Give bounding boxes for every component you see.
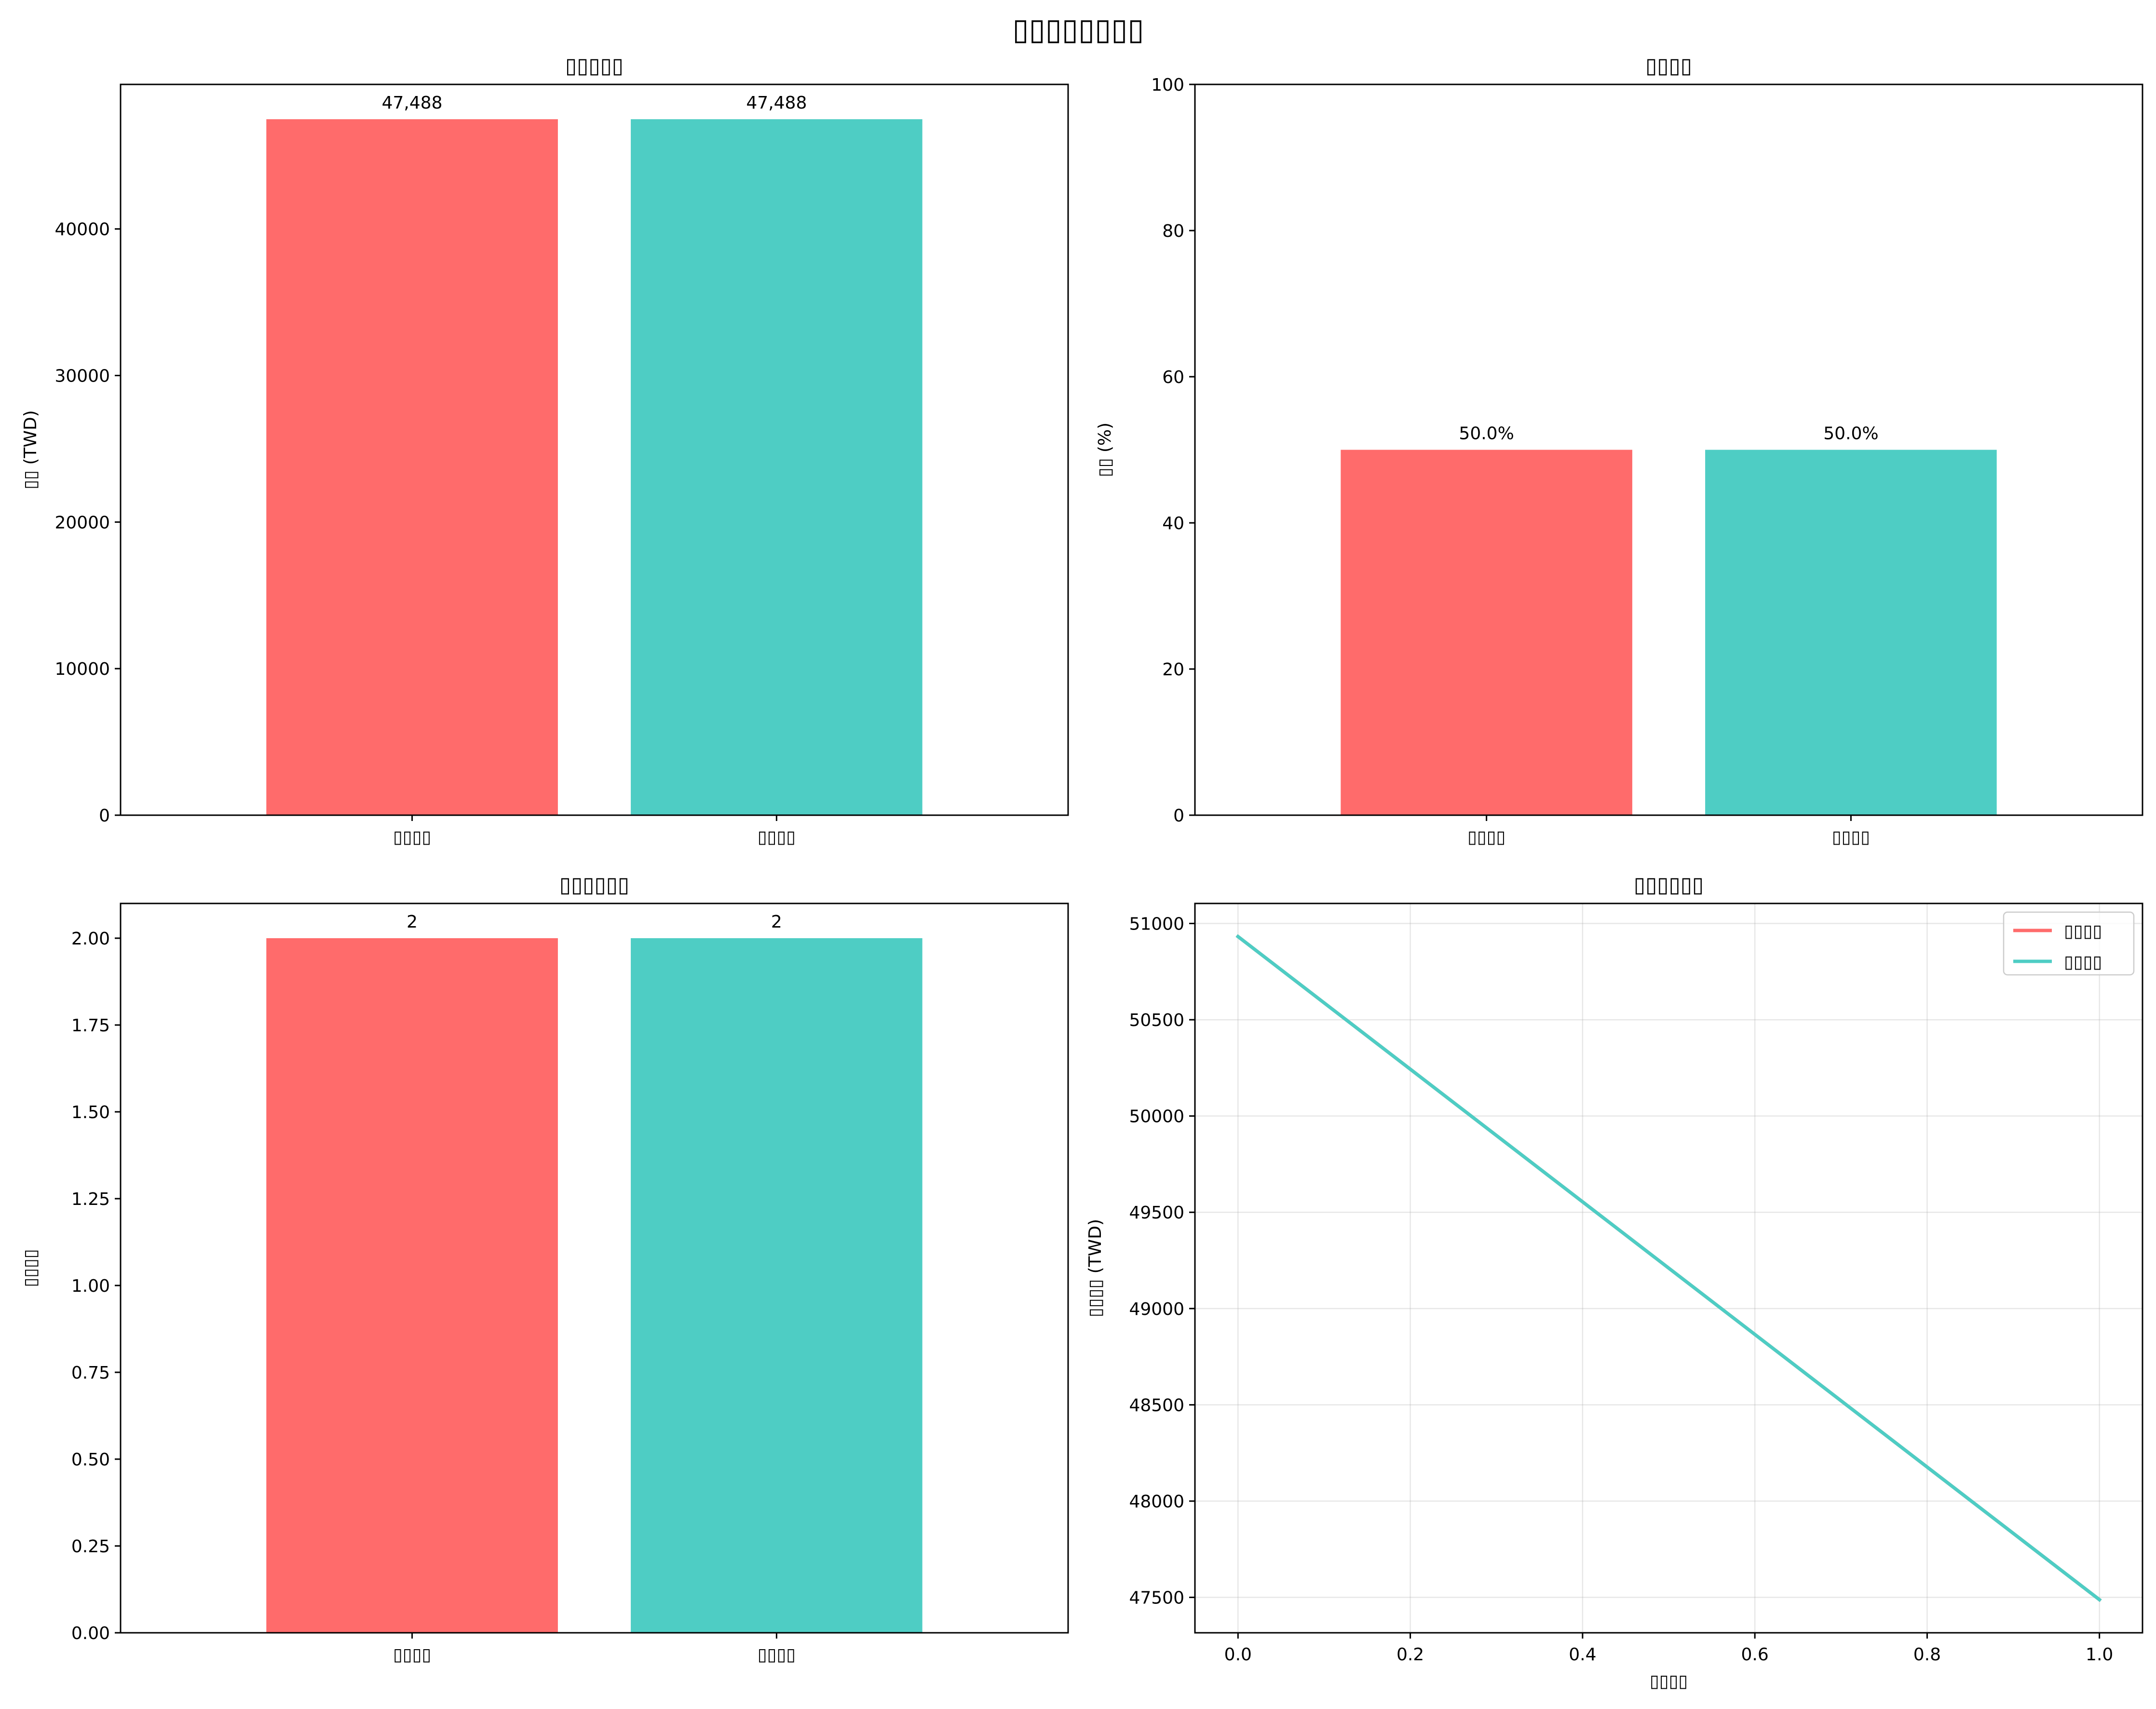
chart-4-title: ▯▯▯▯▯▯	[1634, 873, 1704, 897]
y-tick-label: 48000	[1129, 1492, 1184, 1512]
chart-2: ▯▯▯▯ 0 20 40 60 80 100 ▯▯ (%) 50.0% ▯▯▯▯ 50.0% ▯▯▯▯	[1095, 54, 2143, 847]
x-tick-label: ▯▯▯▯	[758, 1645, 796, 1665]
legend: ▯▯▯▯ ▯▯▯▯	[2003, 911, 2135, 976]
bar-value-label: 50.0%	[1459, 424, 1514, 444]
y-tick-label: 60	[1162, 368, 1184, 387]
x-tick-label: ▯▯▯▯	[758, 827, 796, 847]
y-tick-label: 40000	[54, 220, 110, 240]
bar-2	[1705, 450, 1997, 815]
bar-1	[1341, 450, 1632, 815]
y-tick-label: 1.00	[71, 1276, 110, 1296]
y-axis-label: ▯▯▯▯	[21, 1249, 41, 1287]
bar-1	[266, 938, 558, 1633]
series-line-2	[1235, 934, 2102, 1602]
y-tick-label: 1.50	[71, 1103, 110, 1122]
y-tick-label: 0.25	[71, 1537, 110, 1557]
x-tick-label: ▯▯▯▯	[393, 1645, 431, 1665]
y-tick-label: 20	[1162, 660, 1184, 680]
y-tick-label: 40	[1162, 514, 1184, 533]
x-tick-label: 0.2	[1397, 1645, 1424, 1665]
x-tick-label: 0.8	[1913, 1645, 1941, 1665]
bar-value-label: 47,488	[746, 93, 807, 113]
bar-value-label: 50.0%	[1823, 424, 1878, 444]
x-axis-label: ▯▯▯▯	[1650, 1671, 1688, 1691]
x-tick-label: 1.0	[2086, 1645, 2113, 1665]
y-axis-label: ▯▯ (%)	[1095, 423, 1115, 477]
y-tick-label: 50000	[1129, 1107, 1184, 1127]
y-tick-label: 20000	[54, 513, 110, 533]
y-tick-label: 49000	[1129, 1299, 1184, 1319]
legend-box	[2003, 911, 2135, 976]
y-tick-label: 80	[1162, 221, 1184, 241]
x-tick-label: 0.4	[1569, 1645, 1596, 1665]
y-tick-label: 51000	[1129, 915, 1184, 934]
chart-1: ▯▯▯▯▯ 0 10000 20000 30000 40000 ▯▯ (TWD) 47,488…	[21, 54, 1069, 847]
bar-2	[631, 938, 922, 1633]
x-tick-label: 0.0	[1224, 1645, 1252, 1665]
x-tick-label: ▯▯▯▯	[1832, 827, 1870, 847]
x-tick-label: ▯▯▯▯	[393, 827, 431, 847]
chart-4: ▯▯▯▯▯▯ 47500 48000 48500 49000 49500 50000 5050…	[1085, 873, 2143, 1691]
legend-label: ▯▯▯▯	[2064, 952, 2102, 972]
y-tick-label: 47500	[1129, 1588, 1184, 1608]
plot-frame	[120, 83, 1069, 816]
y-tick-label: 0.00	[71, 1624, 110, 1643]
figure-suptitle: ▯▯▯▯▯▯▯▯	[1013, 12, 1144, 47]
bar-value-label: 2	[771, 912, 782, 932]
plot-frame	[1194, 83, 2143, 816]
y-tick-label: 100	[1151, 75, 1184, 95]
x-tick-label: 0.6	[1741, 1645, 1769, 1665]
y-tick-label: 0	[99, 806, 110, 826]
y-tick-label: 1.75	[71, 1016, 110, 1036]
bar-1	[266, 119, 558, 816]
legend-label: ▯▯▯▯	[2064, 921, 2102, 941]
bar-value-label: 47,488	[382, 93, 443, 113]
y-tick-label: 30000	[54, 366, 110, 386]
chart-1-title: ▯▯▯▯▯	[565, 54, 624, 78]
y-tick-label: 1.25	[71, 1189, 110, 1209]
plot-frame	[120, 902, 1069, 1634]
y-tick-label: 0.50	[71, 1450, 110, 1470]
y-tick-label: 2.00	[71, 929, 110, 949]
chart-2-title: ▯▯▯▯	[1645, 54, 1692, 78]
y-tick-label: 0.75	[71, 1363, 110, 1383]
y-tick-label: 10000	[54, 659, 110, 679]
plot-frame	[1194, 902, 2143, 1634]
y-axis-label: ▯▯▯▯ (TWD)	[1085, 1219, 1105, 1317]
chart-3: ▯▯▯▯▯▯ 0.00 0.25 0.50 0.75 1.00 1.25 1.50 1.75 2.…	[21, 873, 1069, 1665]
y-tick-label: 49500	[1129, 1203, 1184, 1223]
y-tick-label: 48500	[1129, 1395, 1184, 1415]
bar-2	[631, 119, 922, 816]
y-tick-label: 50500	[1129, 1011, 1184, 1030]
y-axis-label: ▯▯ (TWD)	[21, 410, 41, 489]
y-tick-label: 0	[1173, 806, 1184, 826]
x-tick-label: ▯▯▯▯	[1467, 827, 1505, 847]
bar-value-label: 2	[407, 912, 418, 932]
chart-3-title: ▯▯▯▯▯▯	[559, 873, 629, 897]
